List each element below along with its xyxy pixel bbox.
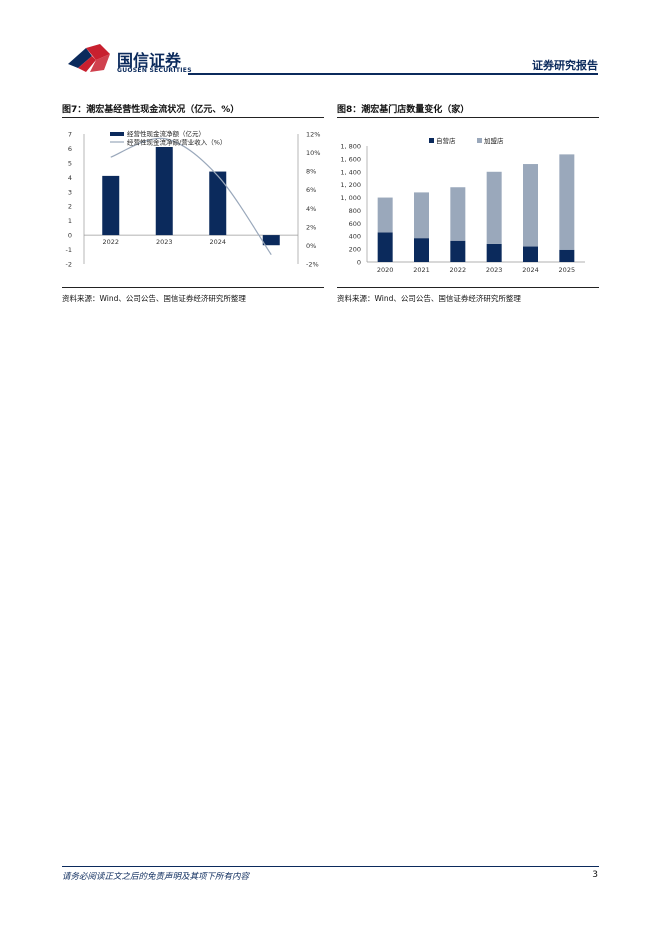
- line-cashflow-ratio: [110, 137, 272, 256]
- y-right-tick-label: -2%: [306, 261, 319, 269]
- y-left-tick-label: 5: [68, 159, 72, 167]
- footer-rule: [62, 866, 599, 867]
- y-left-tick-label: -1: [66, 246, 72, 254]
- y-right-tick-label: 12%: [306, 131, 320, 139]
- y-tick-label: 800: [349, 207, 361, 215]
- y-right-tick-label: 8%: [306, 168, 316, 176]
- x-tick-label: 2020: [377, 266, 394, 274]
- cashflow-chart: -2 -1 0 1 2 3 4 5 6 7 -2% 0% 2% 4% 6% 8% 10% 12% 2022 2023 2…: [66, 129, 321, 269]
- x-tick-label: 2024: [209, 238, 226, 246]
- x-tick-label: 2025: [559, 266, 576, 274]
- header-rule: [188, 73, 598, 75]
- figure-7-top-rule: [62, 117, 324, 118]
- figure-7-bottom-rule: [62, 287, 324, 288]
- y-left-tick-label: 0: [68, 232, 72, 240]
- y-right-tick-label: 2%: [306, 223, 316, 231]
- x-tick-label: 2021: [413, 266, 430, 274]
- store-count-chart: 0 200 400 600 800 1, 000 1, 200 1, 400 1, 600 1, …: [340, 136, 585, 274]
- y-tick-label: 1, 400: [340, 168, 361, 176]
- bar-franchise-stores: [523, 164, 538, 247]
- x-tick-label: 2023: [486, 266, 503, 274]
- footer-disclaimer: 请务必阅读正文之后的免责声明及其项下所有内容: [62, 872, 250, 882]
- legend-swatch-own: [429, 138, 434, 143]
- figure-8-top-rule: [337, 117, 599, 118]
- y-right-tick-label: 0%: [306, 242, 316, 250]
- y-right-tick-label: 4%: [306, 205, 316, 213]
- figure-7-source: 资料来源：Wind、公司公告、国信证券经济研究所整理: [62, 294, 246, 303]
- y-left-tick-label: 2: [68, 203, 72, 211]
- y-tick-label: 1, 600: [340, 155, 361, 163]
- x-tick-label: 2022: [450, 266, 467, 274]
- bar-cashflow: [209, 171, 227, 236]
- x-tick-label: 2023: [156, 238, 173, 246]
- bar-own-stores: [559, 249, 575, 262]
- bar-franchise-stores: [450, 187, 466, 241]
- bar-own-stores: [523, 246, 538, 262]
- y-left-tick-label: 6: [68, 145, 72, 153]
- y-left-tick-label: 3: [68, 188, 72, 196]
- figure-8-bottom-rule: [337, 287, 599, 288]
- y-tick-label: 1, 000: [340, 194, 361, 202]
- y-tick-label: 200: [349, 246, 361, 254]
- legend-label-own: 自营店: [436, 136, 456, 145]
- bar-own-stores: [486, 243, 502, 262]
- bar-franchise-stores: [414, 192, 429, 239]
- y-left-tick-label: 4: [68, 174, 72, 182]
- legend-label-bar: 经营性现金流净额（亿元）: [127, 129, 205, 138]
- figure-8-title: 图8：潮宏基门店数量变化（家）: [337, 105, 470, 115]
- figure-7-title: 图7：潮宏基经营性现金流状况（亿元、%）: [62, 105, 240, 115]
- legend-label-franchise: 加盟店: [484, 136, 504, 145]
- y-tick-label: 1, 200: [340, 181, 361, 189]
- page-number: 3: [592, 870, 598, 880]
- bar-own-stores: [414, 238, 429, 262]
- y-tick-label: 0: [357, 259, 361, 267]
- bar-own-stores: [377, 232, 393, 262]
- y-left-tick-label: -2: [66, 261, 72, 269]
- figure-8-source: 资料来源：Wind、公司公告、国信证券经济研究所整理: [337, 294, 521, 303]
- bar-own-stores: [450, 240, 466, 262]
- legend-swatch-bar: [110, 132, 124, 136]
- y-left-tick-label: 7: [68, 131, 72, 139]
- bar-cashflow: [155, 147, 173, 236]
- legend-swatch-franchise: [477, 138, 482, 143]
- legend-label-line: 经营性现金流净额/营业收入（%）: [127, 138, 226, 147]
- x-tick-label: 2024: [522, 266, 539, 274]
- y-tick-label: 1, 800: [340, 143, 361, 151]
- x-tick-label: 2022: [102, 238, 119, 246]
- y-tick-label: 600: [349, 220, 361, 228]
- logo-title: 国信证券: [117, 51, 182, 70]
- y-right-tick-label: 6%: [306, 186, 316, 194]
- y-tick-label: 400: [349, 233, 361, 241]
- logo-subtitle: GUOSEN SECURITIES: [117, 67, 192, 74]
- report-type: 证券研究报告: [532, 59, 598, 72]
- bar-cashflow: [102, 175, 120, 236]
- bar-franchise-stores: [486, 171, 502, 244]
- bar-franchise-stores: [377, 197, 393, 233]
- guosen-logo-icon: [68, 44, 110, 72]
- y-right-tick-label: 10%: [306, 149, 320, 157]
- y-left-tick-label: 1: [68, 217, 72, 225]
- bar-franchise-stores: [559, 154, 575, 250]
- bar-cashflow: [262, 235, 280, 246]
